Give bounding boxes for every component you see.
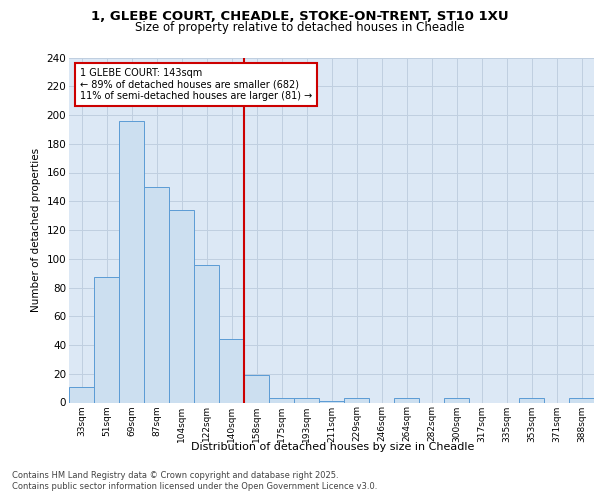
Bar [444, 398, 469, 402]
Bar [194, 264, 219, 402]
Text: Contains public sector information licensed under the Open Government Licence v3: Contains public sector information licen… [12, 482, 377, 491]
Text: Contains HM Land Registry data © Crown copyright and database right 2025.: Contains HM Land Registry data © Crown c… [12, 471, 338, 480]
Bar [244, 375, 269, 402]
Bar [569, 398, 594, 402]
Bar [344, 398, 369, 402]
Bar [144, 187, 169, 402]
Bar [69, 386, 94, 402]
Text: 1, GLEBE COURT, CHEADLE, STOKE-ON-TRENT, ST10 1XU: 1, GLEBE COURT, CHEADLE, STOKE-ON-TRENT,… [91, 10, 509, 23]
Bar [119, 120, 144, 402]
Text: Distribution of detached houses by size in Cheadle: Distribution of detached houses by size … [191, 442, 475, 452]
Bar [394, 398, 419, 402]
Bar [94, 278, 119, 402]
Bar [294, 398, 319, 402]
Y-axis label: Number of detached properties: Number of detached properties [31, 148, 41, 312]
Text: Size of property relative to detached houses in Cheadle: Size of property relative to detached ho… [135, 21, 465, 34]
Bar [319, 401, 344, 402]
Text: 1 GLEBE COURT: 143sqm
← 89% of detached houses are smaller (682)
11% of semi-det: 1 GLEBE COURT: 143sqm ← 89% of detached … [79, 68, 312, 101]
Bar [269, 398, 294, 402]
Bar [519, 398, 544, 402]
Bar [219, 339, 244, 402]
Bar [169, 210, 194, 402]
